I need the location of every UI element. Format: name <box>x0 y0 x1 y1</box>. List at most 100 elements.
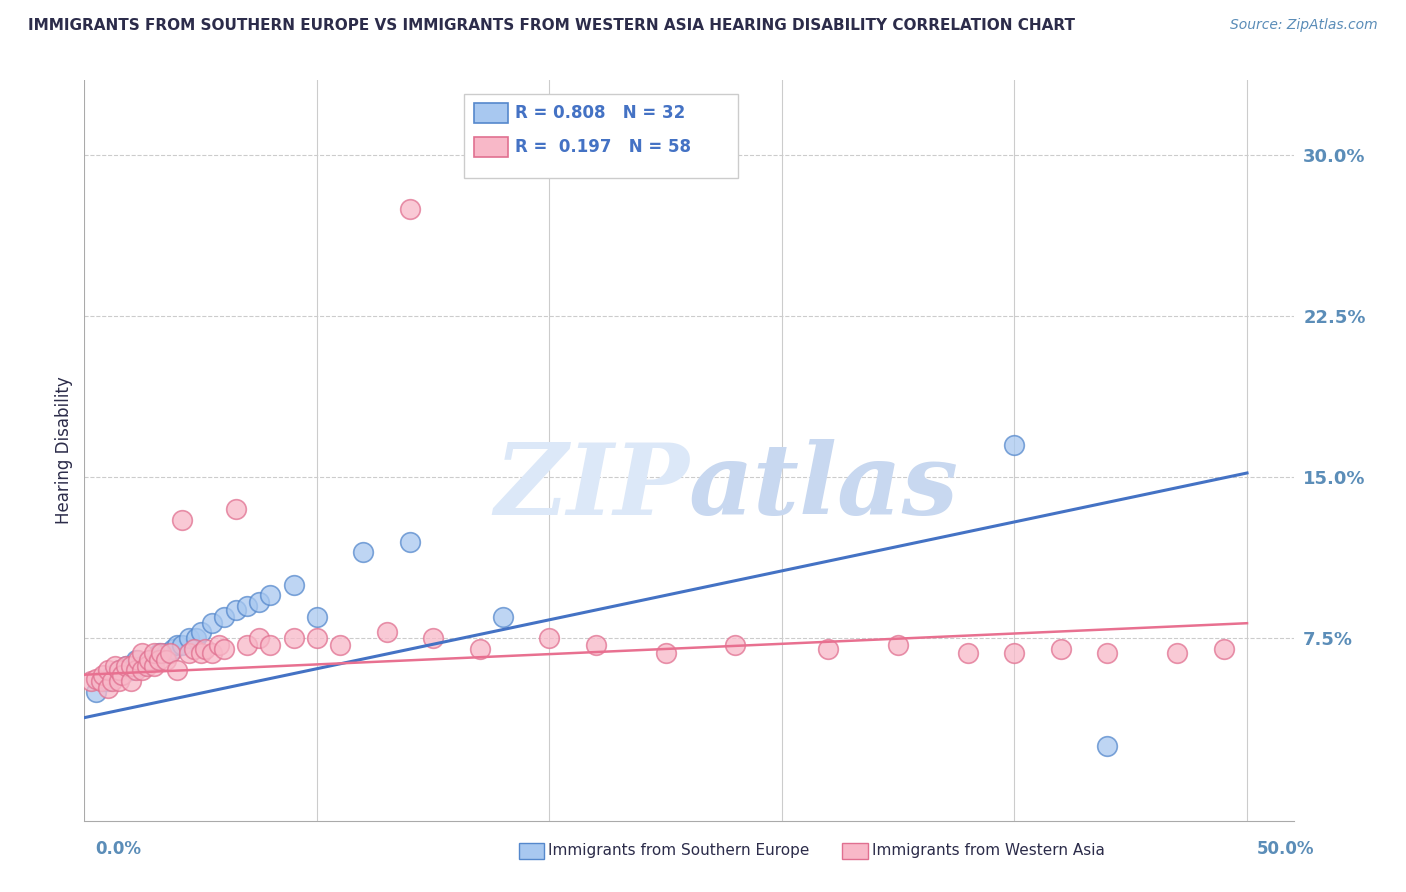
Point <box>194 642 217 657</box>
Point <box>131 664 153 678</box>
Point <box>956 646 979 660</box>
Text: Immigrants from Southern Europe: Immigrants from Southern Europe <box>548 844 810 858</box>
Point <box>190 624 212 639</box>
Y-axis label: Hearing Disability: Hearing Disability <box>55 376 73 524</box>
Point <box>91 674 114 689</box>
Point <box>201 646 224 660</box>
Point <box>97 664 120 678</box>
Point <box>352 545 374 559</box>
Point <box>247 595 270 609</box>
Point <box>212 609 235 624</box>
Point <box>247 632 270 646</box>
Point <box>159 646 181 660</box>
Point <box>155 646 177 660</box>
Point <box>166 664 188 678</box>
Point <box>184 632 207 646</box>
Point <box>120 674 142 689</box>
Point <box>155 653 177 667</box>
Point <box>148 646 170 660</box>
Point <box>1097 739 1119 753</box>
Text: Immigrants from Western Asia: Immigrants from Western Asia <box>872 844 1105 858</box>
Point <box>236 599 259 613</box>
Point <box>654 646 676 660</box>
Point <box>143 653 166 667</box>
Point <box>887 638 910 652</box>
Point <box>177 632 200 646</box>
Point <box>115 659 138 673</box>
Point <box>1004 646 1026 660</box>
Point <box>143 659 166 673</box>
Point <box>101 667 124 681</box>
Point <box>283 632 305 646</box>
Point <box>375 624 398 639</box>
Point <box>138 653 160 667</box>
Point <box>170 513 193 527</box>
Point <box>170 638 193 652</box>
Point <box>84 685 107 699</box>
Point <box>399 202 422 216</box>
Point <box>422 632 444 646</box>
Point <box>492 609 515 624</box>
Point <box>84 672 107 686</box>
Point <box>724 638 747 652</box>
Point <box>120 664 142 678</box>
Point <box>305 609 328 624</box>
Text: 0.0%: 0.0% <box>96 840 142 858</box>
Point <box>124 664 146 678</box>
Text: ZIP: ZIP <box>494 439 689 536</box>
Text: R =  0.197   N = 58: R = 0.197 N = 58 <box>515 138 690 156</box>
Point <box>538 632 561 646</box>
Point <box>190 646 212 660</box>
Point <box>1097 646 1119 660</box>
Point <box>108 664 131 678</box>
Point <box>212 642 235 657</box>
Point <box>183 642 205 657</box>
Point <box>108 674 131 689</box>
Point <box>1004 438 1026 452</box>
Point <box>329 638 352 652</box>
Point <box>1050 642 1073 657</box>
Point <box>143 646 166 660</box>
Point <box>131 646 153 660</box>
Point <box>131 659 153 673</box>
Point <box>208 638 231 652</box>
Point <box>150 646 173 660</box>
Point <box>120 659 142 673</box>
Point <box>468 642 491 657</box>
Point <box>177 646 200 660</box>
Point <box>127 653 149 667</box>
Point <box>225 603 247 617</box>
Point <box>225 502 247 516</box>
Point <box>104 659 127 673</box>
Point <box>1166 646 1188 660</box>
Point <box>817 642 839 657</box>
Point <box>138 653 160 667</box>
Point <box>399 534 422 549</box>
Point <box>90 674 112 689</box>
Point <box>124 653 146 667</box>
Point <box>166 638 188 652</box>
Point <box>1212 642 1234 657</box>
Point <box>101 674 124 689</box>
Point <box>585 638 607 652</box>
Point <box>110 667 132 681</box>
Point <box>201 616 224 631</box>
Point <box>136 659 159 673</box>
Point <box>97 681 120 695</box>
Point <box>80 674 103 689</box>
Point <box>148 653 170 667</box>
Point <box>91 667 114 681</box>
Text: 50.0%: 50.0% <box>1257 840 1315 858</box>
Text: IMMIGRANTS FROM SOUTHERN EUROPE VS IMMIGRANTS FROM WESTERN ASIA HEARING DISABILI: IMMIGRANTS FROM SOUTHERN EUROPE VS IMMIG… <box>28 18 1076 33</box>
Text: R = 0.808   N = 32: R = 0.808 N = 32 <box>515 104 685 122</box>
Point <box>97 674 120 689</box>
Point <box>259 588 281 602</box>
Point <box>115 659 138 673</box>
Point <box>162 642 184 657</box>
Text: atlas: atlas <box>689 439 959 536</box>
Point <box>236 638 259 652</box>
Text: Source: ZipAtlas.com: Source: ZipAtlas.com <box>1230 18 1378 32</box>
Point <box>108 664 131 678</box>
Point <box>259 638 281 652</box>
Point <box>305 632 328 646</box>
